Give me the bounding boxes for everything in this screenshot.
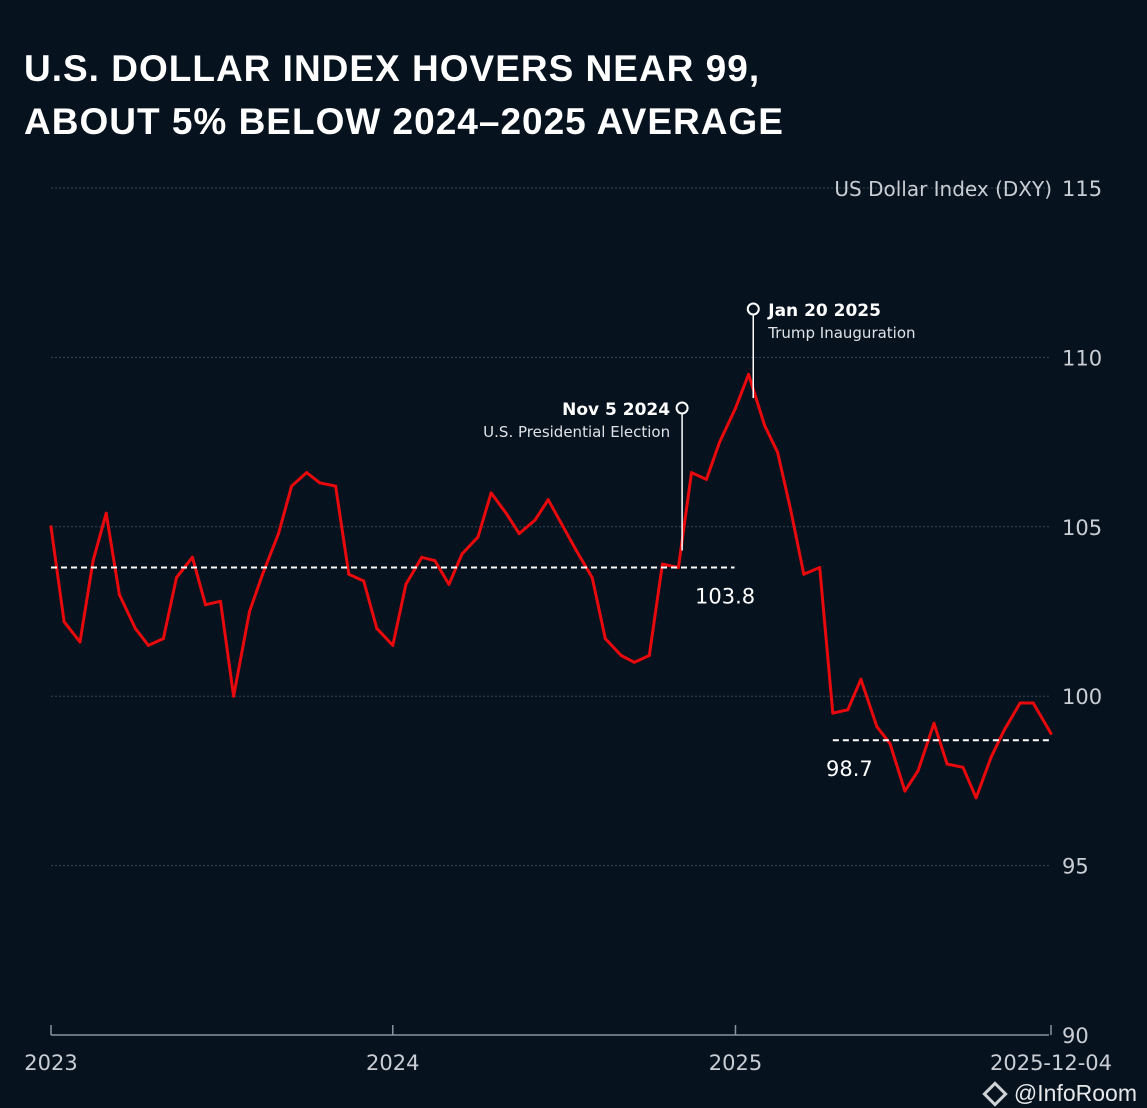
y-tick-label: 105 (1062, 516, 1102, 540)
y-tick-label: 115 (1062, 177, 1102, 201)
data-point (133, 626, 137, 630)
annotation-marker (746, 302, 760, 316)
data-point (1018, 701, 1022, 705)
data-point (916, 769, 920, 773)
average-label: 103.8 (695, 584, 755, 608)
data-point (391, 643, 395, 647)
data-point (146, 643, 150, 647)
data-point (789, 508, 793, 512)
data-point (49, 525, 53, 529)
data-point (945, 762, 949, 766)
data-point (802, 572, 806, 576)
data-point (232, 694, 236, 698)
data-point (91, 559, 95, 563)
data-point (561, 525, 565, 529)
x-tick-label: 2025-12-04 (990, 1051, 1112, 1075)
data-point (776, 450, 780, 454)
data-point (375, 626, 379, 630)
data-point (903, 789, 907, 793)
data-point (174, 576, 178, 580)
data-point (846, 708, 850, 712)
data-point (78, 640, 82, 644)
binance-logo-icon (982, 1080, 1008, 1107)
data-point (362, 579, 366, 583)
data-point (404, 582, 408, 586)
data-point (334, 484, 338, 488)
data-point (574, 549, 578, 553)
data-point (261, 572, 265, 576)
data-point (161, 637, 165, 641)
x-tick-label: 2025 (709, 1051, 762, 1075)
data-point (433, 559, 437, 563)
data-point (590, 576, 594, 580)
data-point (347, 572, 351, 576)
data-point (660, 562, 664, 566)
data-point (489, 491, 493, 495)
data-point (447, 582, 451, 586)
data-point (277, 532, 281, 536)
data-point (632, 660, 636, 664)
data-point (932, 721, 936, 725)
data-point (974, 796, 978, 800)
data-point (859, 677, 863, 681)
data-point (203, 603, 207, 607)
annotation-marker (675, 401, 689, 415)
watermark-text: @InfoRoom (1013, 1080, 1137, 1106)
data-point (476, 535, 480, 539)
annotation-date: Jan 20 2025 (767, 301, 881, 321)
data-point (218, 599, 222, 603)
data-point (718, 440, 722, 444)
data-point (1049, 731, 1053, 735)
data-point (190, 555, 194, 559)
chart-title-text: U.S. Dollar Index hovers near 99, about 5… (24, 48, 784, 142)
data-point (704, 477, 708, 481)
data-point (305, 471, 309, 475)
data-point (989, 755, 993, 759)
y-tick-label: 95 (1062, 855, 1089, 879)
data-point (420, 555, 424, 559)
data-point (1031, 701, 1035, 705)
annotation-date: Nov 5 2024 (562, 400, 670, 420)
data-point (117, 593, 121, 597)
y-tick-label: 100 (1062, 685, 1102, 709)
x-tick-label: 2023 (24, 1051, 77, 1075)
chart-title: U.S. Dollar Index hovers near 99, about 5… (24, 42, 784, 148)
data-point (961, 765, 965, 769)
data-point (460, 552, 464, 556)
data-point (104, 511, 108, 515)
data-point (504, 511, 508, 515)
data-point (818, 565, 822, 569)
data-point (888, 742, 892, 746)
data-point (533, 518, 537, 522)
data-point (62, 620, 66, 624)
y-tick-label: 90 (1062, 1024, 1089, 1048)
data-point (733, 406, 737, 410)
data-point (676, 565, 680, 569)
y-axis-label: US Dollar Index (DXY) (834, 177, 1052, 201)
data-point (517, 532, 521, 536)
y-tick-label: 110 (1062, 346, 1102, 370)
average-label: 98.7 (826, 757, 873, 781)
data-point (248, 610, 252, 613)
data-point (1002, 728, 1006, 732)
data-point (762, 423, 766, 427)
data-point (318, 481, 322, 485)
data-point (290, 484, 294, 488)
data-point (875, 725, 879, 729)
annotation-event: Trump Inauguration (767, 324, 915, 342)
data-point (747, 372, 751, 376)
data-point (619, 654, 623, 658)
watermark: @InfoRoom (982, 1080, 1137, 1107)
x-tick-label: 2024 (366, 1051, 419, 1075)
data-point (647, 654, 651, 658)
data-point (603, 637, 607, 641)
annotation-event: U.S. Presidential Election (483, 423, 670, 441)
data-point (689, 471, 693, 475)
data-point (831, 711, 835, 715)
data-point (546, 498, 550, 502)
